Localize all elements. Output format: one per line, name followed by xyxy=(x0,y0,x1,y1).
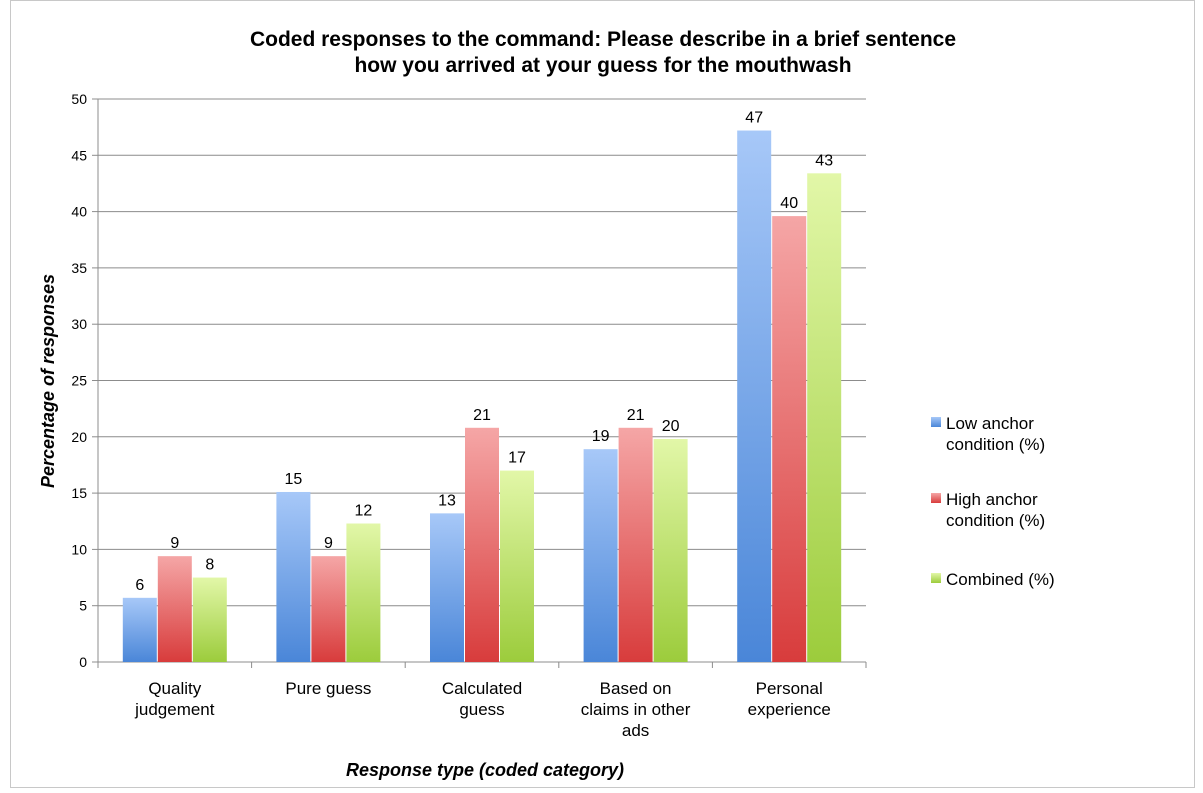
bar xyxy=(122,597,157,662)
bar xyxy=(807,173,842,663)
legend-label: condition (%) xyxy=(946,435,1045,454)
legend-label: condition (%) xyxy=(946,511,1045,530)
category-label: Pure guess xyxy=(285,679,371,698)
y-tick-label: 0 xyxy=(79,654,87,670)
chart-title: Coded responses to the command: Please d… xyxy=(250,28,956,77)
data-labels: 6 9 8 15 9 12 13 21 17 19 21 20 47 40 43 xyxy=(135,110,833,594)
legend-swatch xyxy=(931,493,941,503)
bar-chart: Coded responses to the command: Please d… xyxy=(38,28,1055,780)
data-label: 9 xyxy=(170,535,179,552)
bar xyxy=(772,216,807,662)
data-label: 12 xyxy=(355,503,373,520)
x-axis-title: Response type (coded category) xyxy=(346,760,624,780)
y-axis-title: Percentage of responses xyxy=(38,274,58,488)
category-label: judgement xyxy=(134,700,215,719)
y-tick-label: 10 xyxy=(71,541,87,557)
data-label: 6 xyxy=(135,577,144,594)
data-label: 40 xyxy=(780,195,798,212)
data-label: 19 xyxy=(592,428,610,445)
y-tick-label: 35 xyxy=(71,260,87,276)
chart-title-line: Coded responses to the command: Please d… xyxy=(250,28,956,51)
data-label: 20 xyxy=(662,418,680,435)
category-label: Based on xyxy=(600,679,672,698)
y-tick-label: 30 xyxy=(71,316,87,332)
chart-frame: Coded responses to the command: Please d… xyxy=(10,0,1195,788)
category-label: Quality xyxy=(148,679,201,698)
y-tick-label: 20 xyxy=(71,429,87,445)
bar xyxy=(311,556,346,662)
gridlines xyxy=(98,98,866,607)
chart-title-line: how you arrived at your guess for the mo… xyxy=(354,54,851,77)
legend-swatch xyxy=(931,573,941,583)
y-tick-label: 45 xyxy=(71,147,87,163)
category-label: ads xyxy=(622,721,649,740)
y-tick-label: 25 xyxy=(71,373,87,389)
bars xyxy=(122,130,842,663)
category-label: experience xyxy=(748,700,831,719)
data-label: 21 xyxy=(473,407,491,424)
bar xyxy=(157,556,192,662)
legend-label: Low anchor xyxy=(946,414,1034,433)
bar xyxy=(583,449,618,662)
bar xyxy=(737,130,772,662)
bar xyxy=(192,577,227,662)
legend-label: Combined (%) xyxy=(946,570,1055,589)
data-label: 9 xyxy=(324,535,333,552)
legend-label: High anchor xyxy=(946,490,1038,509)
y-tick-label: 15 xyxy=(71,485,87,501)
category-label: guess xyxy=(459,700,504,719)
bar xyxy=(430,513,464,662)
data-label: 17 xyxy=(508,450,526,467)
legend-item: High anchor condition (%) xyxy=(931,490,1045,530)
legend: Low anchor condition (%) High anchor condit… xyxy=(931,414,1055,589)
category-label: Calculated xyxy=(442,679,522,698)
data-label: 13 xyxy=(438,492,456,509)
category-labels: Quality judgement Pure guess Calculated gues… xyxy=(134,679,831,740)
category-label: claims in other xyxy=(581,700,691,719)
data-label: 43 xyxy=(815,152,833,169)
bar xyxy=(653,439,688,662)
data-label: 8 xyxy=(205,557,214,574)
bar xyxy=(465,427,499,662)
bar xyxy=(346,523,381,662)
bar xyxy=(500,470,534,662)
y-tick-label: 40 xyxy=(71,204,87,220)
data-label: 21 xyxy=(627,407,645,424)
legend-item: Combined (%) xyxy=(931,570,1055,589)
bar xyxy=(276,491,311,662)
data-label: 47 xyxy=(745,110,763,127)
bar xyxy=(618,427,653,662)
legend-swatch xyxy=(931,417,941,427)
legend-item: Low anchor condition (%) xyxy=(931,414,1045,454)
data-label: 15 xyxy=(285,471,303,488)
category-label: Personal xyxy=(756,679,823,698)
y-tick-label: 50 xyxy=(71,91,87,107)
y-tick-label: 5 xyxy=(79,598,87,614)
